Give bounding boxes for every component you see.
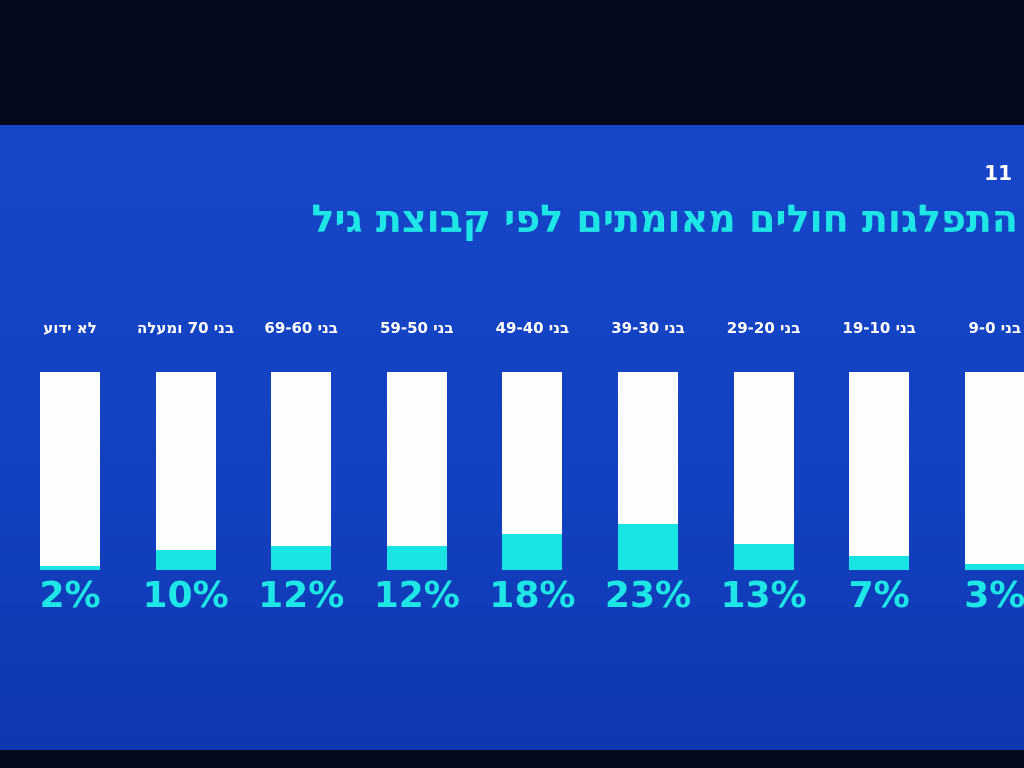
value-label: 10% bbox=[142, 575, 229, 616]
bar-track bbox=[733, 372, 794, 570]
x-tick-label: לא ידוע bbox=[43, 319, 97, 337]
x-tick-label: בני 39-30 bbox=[611, 319, 685, 337]
bar-track bbox=[964, 372, 1024, 570]
x-tick-label: בני 19-10 bbox=[842, 319, 916, 337]
bar bbox=[155, 550, 216, 570]
bar bbox=[40, 566, 100, 570]
bar-track bbox=[618, 372, 678, 570]
x-tick-label: בני 70 ומעלה bbox=[137, 319, 235, 337]
value-label: 12% bbox=[373, 575, 460, 616]
x-tick-label: בני 49-40 bbox=[495, 319, 570, 337]
value-label: 12% bbox=[258, 575, 345, 616]
bar bbox=[964, 564, 1024, 570]
bar bbox=[271, 546, 332, 570]
value-label: 18% bbox=[489, 575, 576, 616]
bar bbox=[502, 534, 563, 570]
x-tick-label: בני 29-20 bbox=[726, 319, 801, 337]
bar-track bbox=[502, 372, 563, 570]
bar bbox=[733, 544, 794, 570]
value-label: 2% bbox=[39, 575, 101, 616]
x-tick-label: בני 9-0 bbox=[968, 319, 1022, 337]
channel-logo: 11 bbox=[984, 161, 1012, 185]
bar-track bbox=[849, 372, 910, 570]
bar-track bbox=[155, 372, 216, 570]
value-label: 7% bbox=[848, 575, 910, 616]
bar bbox=[618, 524, 678, 570]
chart: 11 התפלגות חולים מאומתים לפי קבוצת גיל ל… bbox=[0, 125, 1024, 750]
bar-track bbox=[271, 372, 332, 570]
x-tick-label: בני 69-60 bbox=[264, 319, 338, 337]
bar bbox=[849, 556, 910, 570]
value-label: 3% bbox=[964, 575, 1024, 616]
bar-track bbox=[386, 372, 447, 570]
value-label: 13% bbox=[720, 575, 807, 616]
bar bbox=[386, 546, 447, 570]
value-label: 23% bbox=[604, 575, 692, 616]
chart-title: התפלגות חולים מאומתים לפי קבוצת גיל bbox=[311, 197, 1018, 241]
bar-track bbox=[40, 372, 100, 570]
x-tick-label: בני 59-50 bbox=[380, 319, 454, 337]
